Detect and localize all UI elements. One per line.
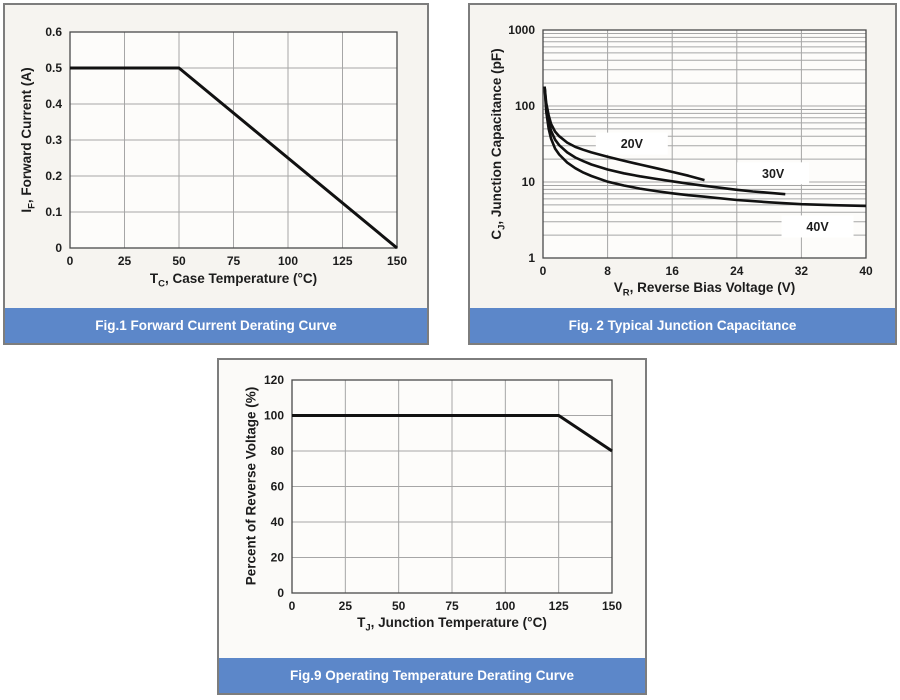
- chart-canvas-fig9: TJ, Junction Temperature (°C) Percent of…: [219, 360, 645, 658]
- x-axis-text: , Case Temperature (°C): [164, 271, 318, 286]
- x-axis-text: , Junction Temperature (°C): [370, 615, 547, 630]
- y-tick-label: 60: [271, 480, 285, 494]
- x-tick-label: 0: [540, 264, 547, 278]
- curve-forward-current-derating: [70, 66, 398, 250]
- y-tick-label: 20: [271, 551, 285, 565]
- x-axis-subscript: C: [158, 278, 165, 290]
- x-axis-symbol: T: [149, 271, 159, 286]
- x-tick-label: 25: [118, 254, 132, 268]
- y-tick-label: 100: [515, 99, 535, 113]
- x-tick-label: 75: [227, 254, 241, 268]
- y-axis-text: Percent of Reverse Voltage (%): [243, 386, 259, 586]
- y-axis-title-fig1: IF, Forward Current (A): [16, 32, 38, 248]
- curve-label-box: [737, 162, 810, 185]
- x-tick-label: 50: [392, 599, 406, 613]
- x-tick-label: 0: [289, 599, 296, 613]
- curve-20V: [543, 86, 705, 182]
- y-tick-label: 80: [271, 444, 285, 458]
- figure-panel-fig9: TJ, Junction Temperature (°C) Percent of…: [217, 358, 647, 695]
- curve-label-30V: 30V: [762, 167, 785, 181]
- x-tick-label: 8: [604, 264, 611, 278]
- plot-frame: [542, 29, 867, 259]
- y-tick-label: 0.1: [45, 205, 62, 219]
- curve-label-box: [595, 132, 668, 155]
- x-axis-subscript: J: [365, 622, 371, 634]
- y-axis-symbol: I: [19, 208, 34, 213]
- x-tick-label: 150: [387, 254, 407, 268]
- y-tick-label: 0.6: [45, 25, 62, 39]
- chart-canvas-fig2: VR, Reverse Bias Voltage (V) CJ, Junctio…: [470, 5, 895, 308]
- x-axis-text: , Reverse Bias Voltage (V): [629, 280, 796, 295]
- y-tick-label: 0.2: [45, 169, 62, 183]
- plot-frame: [291, 379, 613, 594]
- y-axis-text: , Forward Current (A): [19, 67, 34, 204]
- x-tick-label: 40: [859, 264, 873, 278]
- x-tick-label: 100: [495, 599, 515, 613]
- x-tick-label: 150: [602, 599, 622, 613]
- figure-caption-fig1: Fig.1 Forward Current Derating Curve: [5, 308, 427, 343]
- y-tick-label: 0: [277, 586, 284, 600]
- plot-frame: [69, 31, 398, 249]
- y-axis-title-fig9: Percent of Reverse Voltage (%): [241, 380, 263, 593]
- x-tick-label: 25: [339, 599, 353, 613]
- x-axis-symbol: T: [357, 615, 366, 630]
- x-tick-label: 100: [278, 254, 298, 268]
- y-tick-label: 0.3: [45, 133, 62, 147]
- y-tick-label: 1000: [508, 23, 535, 37]
- x-tick-label: 0: [67, 254, 74, 268]
- curve-label-box: [781, 215, 854, 238]
- x-axis-subscript: R: [622, 287, 630, 299]
- chart-svg-fig1: 0 25 50 75 100 125 150 0 0.1 0.2 0.3 0.4 0.5 0.6: [45, 25, 407, 268]
- figure-panel-fig2: VR, Reverse Bias Voltage (V) CJ, Junctio…: [468, 3, 897, 345]
- x-tick-label: 125: [332, 254, 352, 268]
- x-axis-symbol: V: [613, 280, 623, 295]
- curve-label-20V: 20V: [621, 137, 644, 151]
- figure-caption-fig2: Fig. 2 Typical Junction Capacitance: [470, 308, 895, 343]
- x-axis-title-fig2: VR, Reverse Bias Voltage (V): [543, 280, 866, 298]
- x-tick-label: 24: [730, 264, 744, 278]
- y-axis-text: , Junction Capacitance (pF): [489, 48, 504, 225]
- y-tick-label: 40: [271, 515, 285, 529]
- y-axis-title-fig2: CJ, Junction Capacitance (pF): [486, 30, 508, 258]
- x-tick-label: 50: [172, 254, 186, 268]
- y-axis-subscript: J: [496, 224, 508, 230]
- y-tick-label: 1: [528, 251, 535, 265]
- curve-label-40V: 40V: [806, 220, 829, 234]
- curve-reverse-voltage-derating: [292, 414, 613, 453]
- x-tick-label: 16: [666, 264, 680, 278]
- figure-panel-fig1: TC, Case Temperature (°C) IF, Forward Cu…: [3, 3, 429, 345]
- y-tick-label: 0.5: [45, 61, 62, 75]
- chart-svg-fig2: 20V 30V 40V 0 8 16 24 32 40 1 10 100 1000: [508, 23, 873, 278]
- curve-40V: [543, 86, 867, 208]
- curve-30V: [543, 86, 786, 196]
- y-axis-subscript: F: [26, 203, 38, 209]
- chart-canvas-fig1: TC, Case Temperature (°C) IF, Forward Cu…: [5, 5, 427, 308]
- y-tick-label: 100: [264, 409, 284, 423]
- x-axis-title-fig1: TC, Case Temperature (°C): [70, 271, 397, 289]
- x-tick-label: 125: [549, 599, 569, 613]
- y-axis-symbol: C: [489, 229, 504, 240]
- figure-caption-fig9: Fig.9 Operating Temperature Derating Cur…: [219, 658, 645, 693]
- y-tick-label: 0: [55, 241, 62, 255]
- x-axis-title-fig9: TJ, Junction Temperature (°C): [292, 615, 612, 633]
- y-tick-label: 0.4: [45, 97, 62, 111]
- x-tick-label: 75: [445, 599, 459, 613]
- y-tick-label: 120: [264, 373, 284, 387]
- chart-svg-fig9: 0 25 50 75 100 125 150 0 20 40 60 80 100 120: [264, 373, 622, 613]
- y-tick-label: 10: [522, 175, 536, 189]
- x-tick-label: 32: [795, 264, 809, 278]
